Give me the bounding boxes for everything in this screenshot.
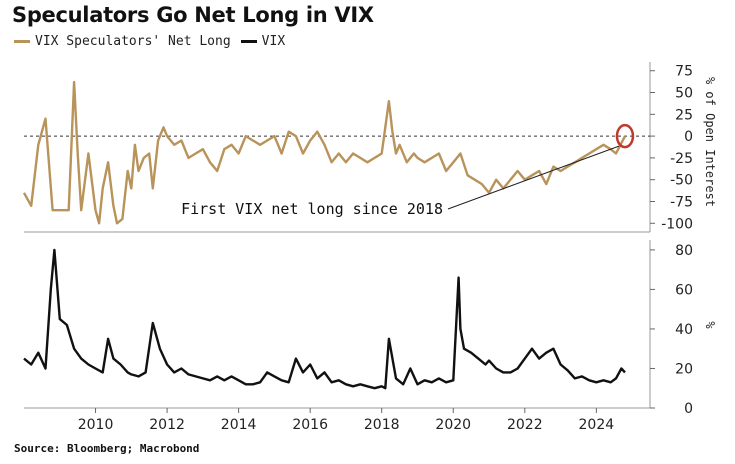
xtick-label: 2014: [221, 417, 257, 433]
legend: VIX Speculators' Net Long VIX: [14, 34, 295, 49]
highlight-circle: [615, 123, 635, 149]
ytick-label-vix: 80: [675, 243, 693, 259]
y-axis-label-spec: % of Open Interest: [703, 77, 717, 207]
page-title: Speculators Go Net Long in VIX: [12, 3, 374, 27]
source-note: Source: Bloomberg; Macrobond: [14, 442, 200, 455]
xtick-label: 2018: [364, 417, 400, 433]
ytick-label-spec: -50: [670, 173, 693, 189]
ytick-label-spec: -25: [670, 151, 693, 167]
ytick-label-spec: 50: [675, 86, 693, 102]
xtick-label: 2022: [507, 417, 543, 433]
xtick-label: 2010: [78, 417, 114, 433]
ytick-label-spec: 25: [675, 107, 693, 123]
annotation-label: First VIX net long since 2018: [181, 200, 443, 218]
legend-label-spec: VIX Speculators' Net Long: [35, 34, 231, 49]
ytick-label-spec: 0: [684, 129, 693, 145]
ytick-label-vix: 20: [675, 361, 693, 377]
ytick-label-vix: 40: [675, 322, 693, 338]
legend-item-vix: VIX: [240, 34, 286, 49]
ytick-label-spec: -100: [661, 216, 693, 232]
xtick-label: 2020: [435, 417, 471, 433]
ytick-label-vix: 0: [684, 401, 693, 417]
series-line-spec: [22, 80, 627, 225]
legend-swatch-spec: [14, 40, 30, 43]
ytick-label-spec: 75: [675, 64, 693, 80]
legend-label-vix: VIX: [261, 34, 286, 49]
series-line-vix: [23, 248, 626, 390]
annotation-leader: [447, 145, 620, 210]
ytick-label-spec: -75: [670, 194, 693, 210]
y-axis-label-vix: %: [703, 321, 717, 329]
legend-swatch-vix: [240, 40, 257, 43]
legend-item-spec: VIX Speculators' Net Long: [14, 34, 231, 49]
xtick-label: 2012: [149, 417, 185, 433]
xtick-label: 2016: [292, 417, 328, 433]
xtick-label: 2024: [579, 417, 615, 433]
ytick-label-vix: 60: [675, 282, 693, 298]
